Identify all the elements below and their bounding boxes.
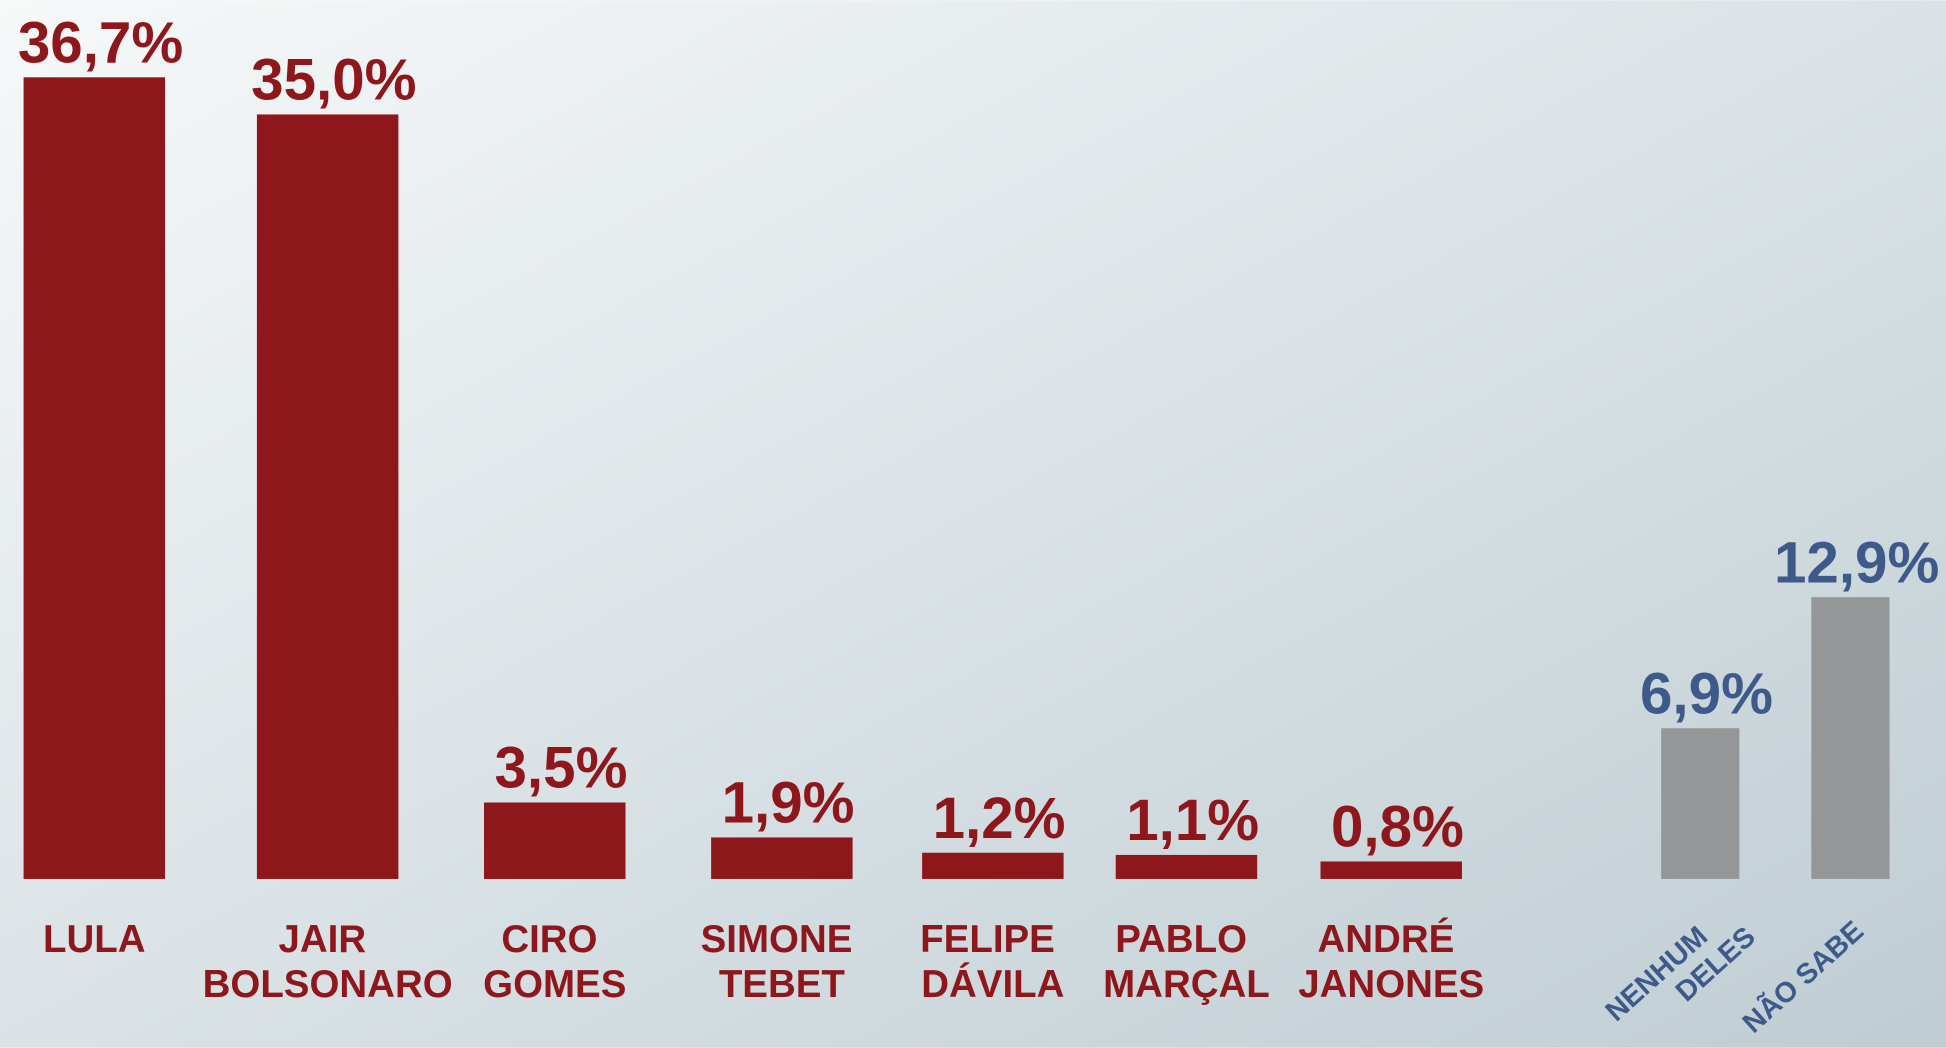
bar (23, 77, 166, 879)
bar (711, 837, 853, 879)
category-label: PABLO MARÇAL (1103, 918, 1270, 1006)
bar (484, 802, 626, 879)
bar (1811, 597, 1890, 879)
category-line: GOMES (483, 963, 626, 1006)
value-label: 6,9% (1640, 661, 1773, 726)
category-line: TEBET (719, 963, 846, 1006)
value-label: 12,9% (1774, 530, 1939, 595)
category-line: JANONES (1298, 963, 1484, 1006)
value-label: 36,7% (18, 10, 183, 75)
value-label: 1,9% (722, 771, 855, 836)
category-label: ANDRÉ JANONES (1298, 917, 1484, 1006)
category-label: LULA (43, 918, 146, 961)
bar (1115, 854, 1258, 879)
category-line: JAIR (278, 918, 376, 961)
category-line: PABLO (1115, 918, 1257, 961)
category-label: SIMONE TEBET (701, 918, 863, 1006)
category-label: JAIR BOLSONARO (203, 918, 453, 1006)
category-line: CIRO (501, 918, 608, 961)
value-label: 1,1% (1126, 788, 1259, 853)
category-line: FELIPE (920, 918, 1065, 961)
category-line: SIMONE (701, 918, 863, 961)
bar (1661, 728, 1740, 879)
category-line: BOLSONARO (203, 963, 453, 1006)
bar (922, 852, 1064, 879)
bar (256, 114, 399, 879)
value-label: 0,8% (1331, 795, 1464, 860)
category-line: MARÇAL (1103, 963, 1270, 1006)
category-label: FELIPE DÁVILA (920, 918, 1065, 1006)
category-line: DÁVILA (921, 962, 1064, 1006)
value-label: 1,2% (933, 786, 1066, 851)
value-label: 3,5% (494, 736, 627, 801)
category-line: LULA (43, 918, 146, 961)
value-label: 35,0% (251, 48, 416, 113)
bar (1320, 861, 1462, 879)
category-label: CIRO GOMES (483, 918, 626, 1006)
category-line: ANDRÉ (1317, 917, 1464, 961)
